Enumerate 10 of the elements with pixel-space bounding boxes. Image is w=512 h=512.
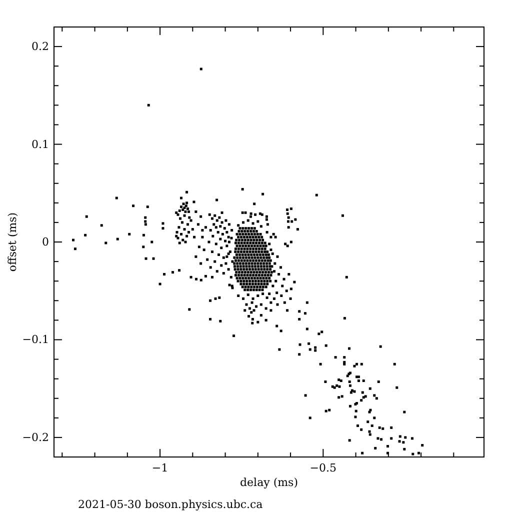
x-tick-label: −1	[152, 462, 168, 474]
y-tick-label: −0.2	[22, 430, 49, 444]
y-tick-label: 0	[42, 236, 49, 248]
y-axis-title: offset (ms)	[6, 212, 18, 272]
y-tick-label: −0.1	[22, 333, 49, 346]
x-axis-title: delay (ms)	[240, 476, 298, 488]
text: 2021-05-30 boson.physics.ubc.ca	[78, 498, 264, 511]
y-tick-label: 0.2	[32, 40, 49, 54]
y-tick-label: 0.1	[32, 138, 49, 151]
x-tick-label: −0.5	[310, 462, 337, 474]
